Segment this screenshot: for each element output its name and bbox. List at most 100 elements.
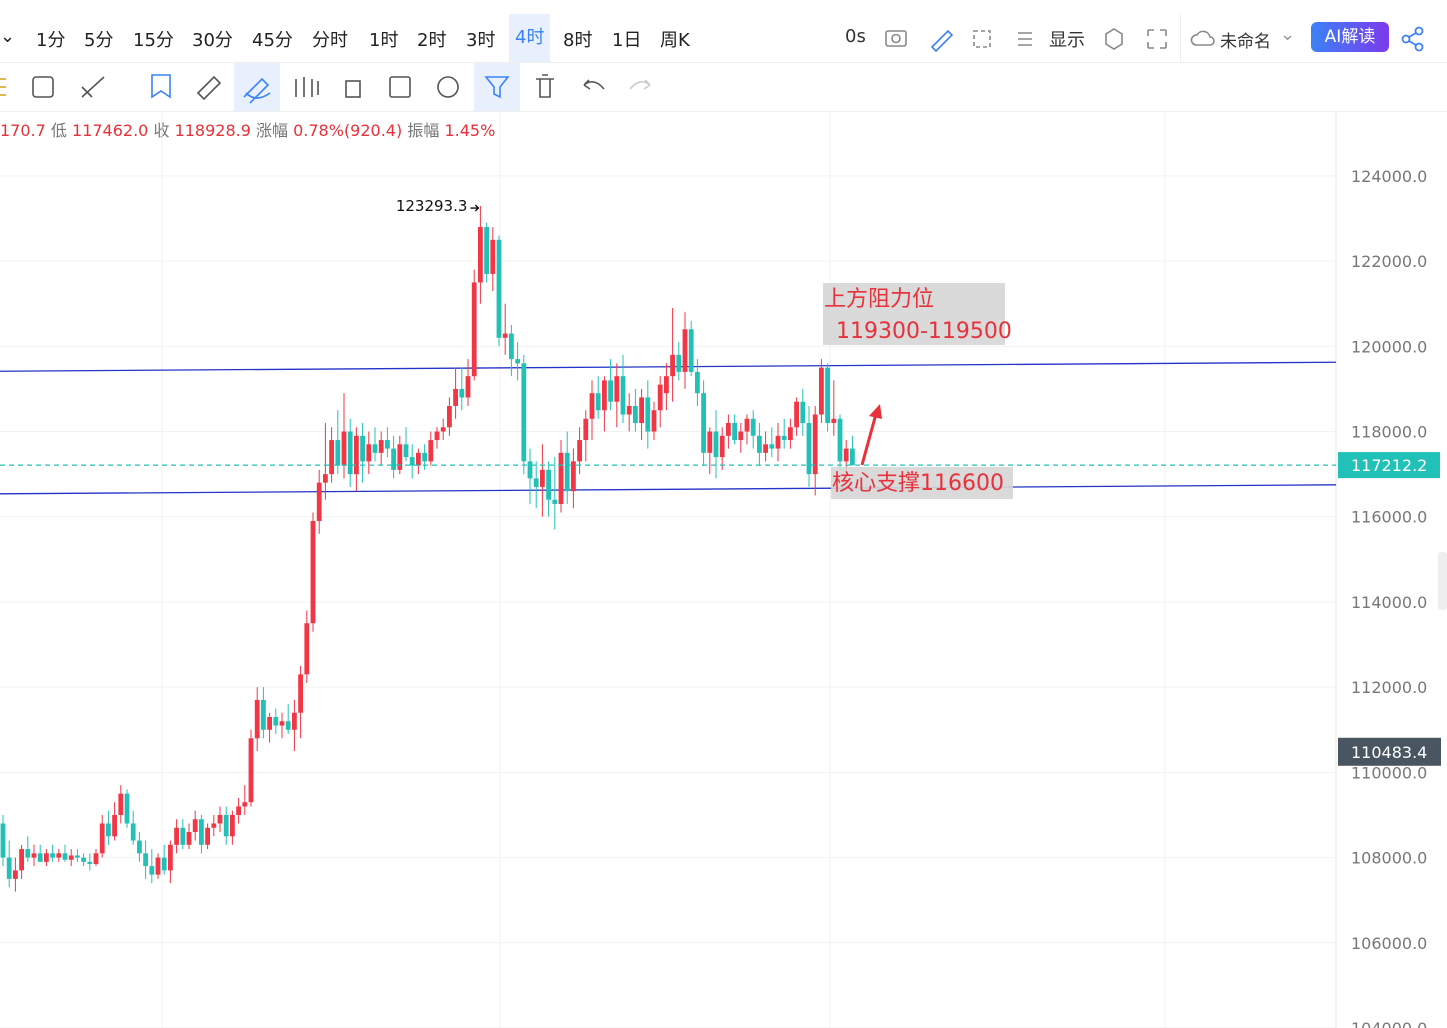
timeframe[interactable]: 5分 <box>84 30 114 51</box>
candle-body <box>13 870 18 879</box>
candle-body <box>50 853 55 858</box>
candle-body <box>626 405 632 415</box>
timer[interactable]: 0s <box>845 26 866 47</box>
candle-body <box>273 716 279 726</box>
candle-body <box>533 478 539 487</box>
collapse[interactable]: ⌄ <box>0 26 16 47</box>
candle-body <box>502 333 508 338</box>
y-tick-label: 108000.0 <box>1351 849 1427 868</box>
annotation: 核心支撑116600 <box>832 471 1004 496</box>
tool[interactable] <box>295 77 319 97</box>
timeframe[interactable]: 15分 <box>133 30 174 51</box>
timeframe[interactable]: 1分 <box>36 30 66 51</box>
timeframe[interactable]: 8时 <box>563 30 593 51</box>
tool[interactable] <box>536 74 554 98</box>
candle-body <box>354 435 359 475</box>
y-tick-label: 114000.0 <box>1351 593 1427 612</box>
timeframe[interactable]: 4时 <box>509 14 551 62</box>
candle-body <box>763 444 768 453</box>
cloud-icon <box>1190 30 1215 46</box>
candle-body <box>478 227 483 283</box>
timeframe[interactable]: 1日 <box>612 30 642 51</box>
tool[interactable] <box>0 78 6 96</box>
value: 118928.9 <box>174 121 251 140</box>
camera-icon[interactable] <box>885 30 907 47</box>
candle-body <box>341 431 347 466</box>
tool[interactable] <box>437 76 459 98</box>
ai-button[interactable]: AI解读 <box>1311 22 1389 52</box>
candle-body <box>397 444 403 470</box>
tool[interactable] <box>389 76 411 98</box>
share-icon[interactable] <box>1400 26 1426 52</box>
tool[interactable] <box>32 76 54 98</box>
timeframe[interactable]: 分时 <box>312 30 348 51</box>
fullscreen-icon[interactable] <box>1147 29 1167 49</box>
candle-body <box>168 844 173 871</box>
candle-body <box>428 440 434 462</box>
candle-body <box>496 239 502 338</box>
candle-body <box>75 855 80 858</box>
settings-icon[interactable] <box>1105 28 1123 50</box>
y-tick-label: 124000.0 <box>1351 167 1427 186</box>
pen-icon[interactable] <box>930 29 954 52</box>
scroll-handle[interactable] <box>1438 552 1447 610</box>
candle-body <box>800 401 806 424</box>
timeframe[interactable]: 3时 <box>466 30 496 51</box>
candle-body <box>378 440 384 453</box>
candle-body <box>719 435 725 458</box>
timeframe[interactable]: 30分 <box>192 30 233 51</box>
candle-body <box>757 435 762 453</box>
timeframe[interactable]: 45分 <box>252 30 293 51</box>
tool[interactable] <box>629 79 651 90</box>
display[interactable]: 显示 <box>1049 30 1085 51</box>
timeframe[interactable]: 1时 <box>369 30 399 51</box>
list-icon[interactable] <box>1018 32 1032 46</box>
workspace[interactable]: 未命名 <box>1220 32 1271 52</box>
value: 1.45% <box>444 121 496 140</box>
candle-body <box>403 444 409 458</box>
candle-body <box>118 793 124 815</box>
candle-body <box>155 857 161 875</box>
candle-body <box>99 823 105 854</box>
candle-body <box>409 457 415 466</box>
candle-body <box>707 431 713 453</box>
candle-body <box>347 431 353 475</box>
candle-body <box>738 431 744 441</box>
candle-body <box>304 623 310 675</box>
label: 振幅 <box>407 121 440 140</box>
timeframe[interactable]: 2时 <box>417 30 447 51</box>
candle-body <box>230 814 235 837</box>
grid <box>0 112 1336 1028</box>
candle-body <box>546 469 551 500</box>
tool[interactable] <box>583 79 605 90</box>
tool[interactable] <box>243 77 271 104</box>
candle-body <box>186 832 192 845</box>
tool[interactable] <box>345 80 361 98</box>
candle-body <box>645 397 651 432</box>
candle-body <box>329 440 334 475</box>
candle-body <box>68 855 74 860</box>
candle-body <box>825 367 830 424</box>
candle-body <box>682 329 688 372</box>
candle-body <box>465 376 471 398</box>
candle-body <box>205 827 210 845</box>
tool[interactable] <box>196 75 222 101</box>
tool[interactable] <box>81 76 105 98</box>
candle-body <box>372 444 378 453</box>
candle-body <box>31 853 37 858</box>
label: 收 <box>153 121 170 140</box>
candle-body <box>812 414 818 475</box>
timeframe[interactable]: 周K <box>660 30 690 51</box>
candle-body <box>775 435 781 449</box>
tool[interactable] <box>151 74 171 99</box>
candle-body <box>112 814 117 837</box>
add-icon[interactable] <box>973 30 991 48</box>
tool[interactable] <box>484 76 510 99</box>
candle-body <box>744 418 750 432</box>
drawing-toolbar <box>0 63 1447 112</box>
price-tag <box>1338 452 1440 479</box>
candle-body <box>788 427 793 441</box>
dropdown[interactable]: ⌄ <box>1280 24 1296 45</box>
candle-body <box>794 401 799 428</box>
